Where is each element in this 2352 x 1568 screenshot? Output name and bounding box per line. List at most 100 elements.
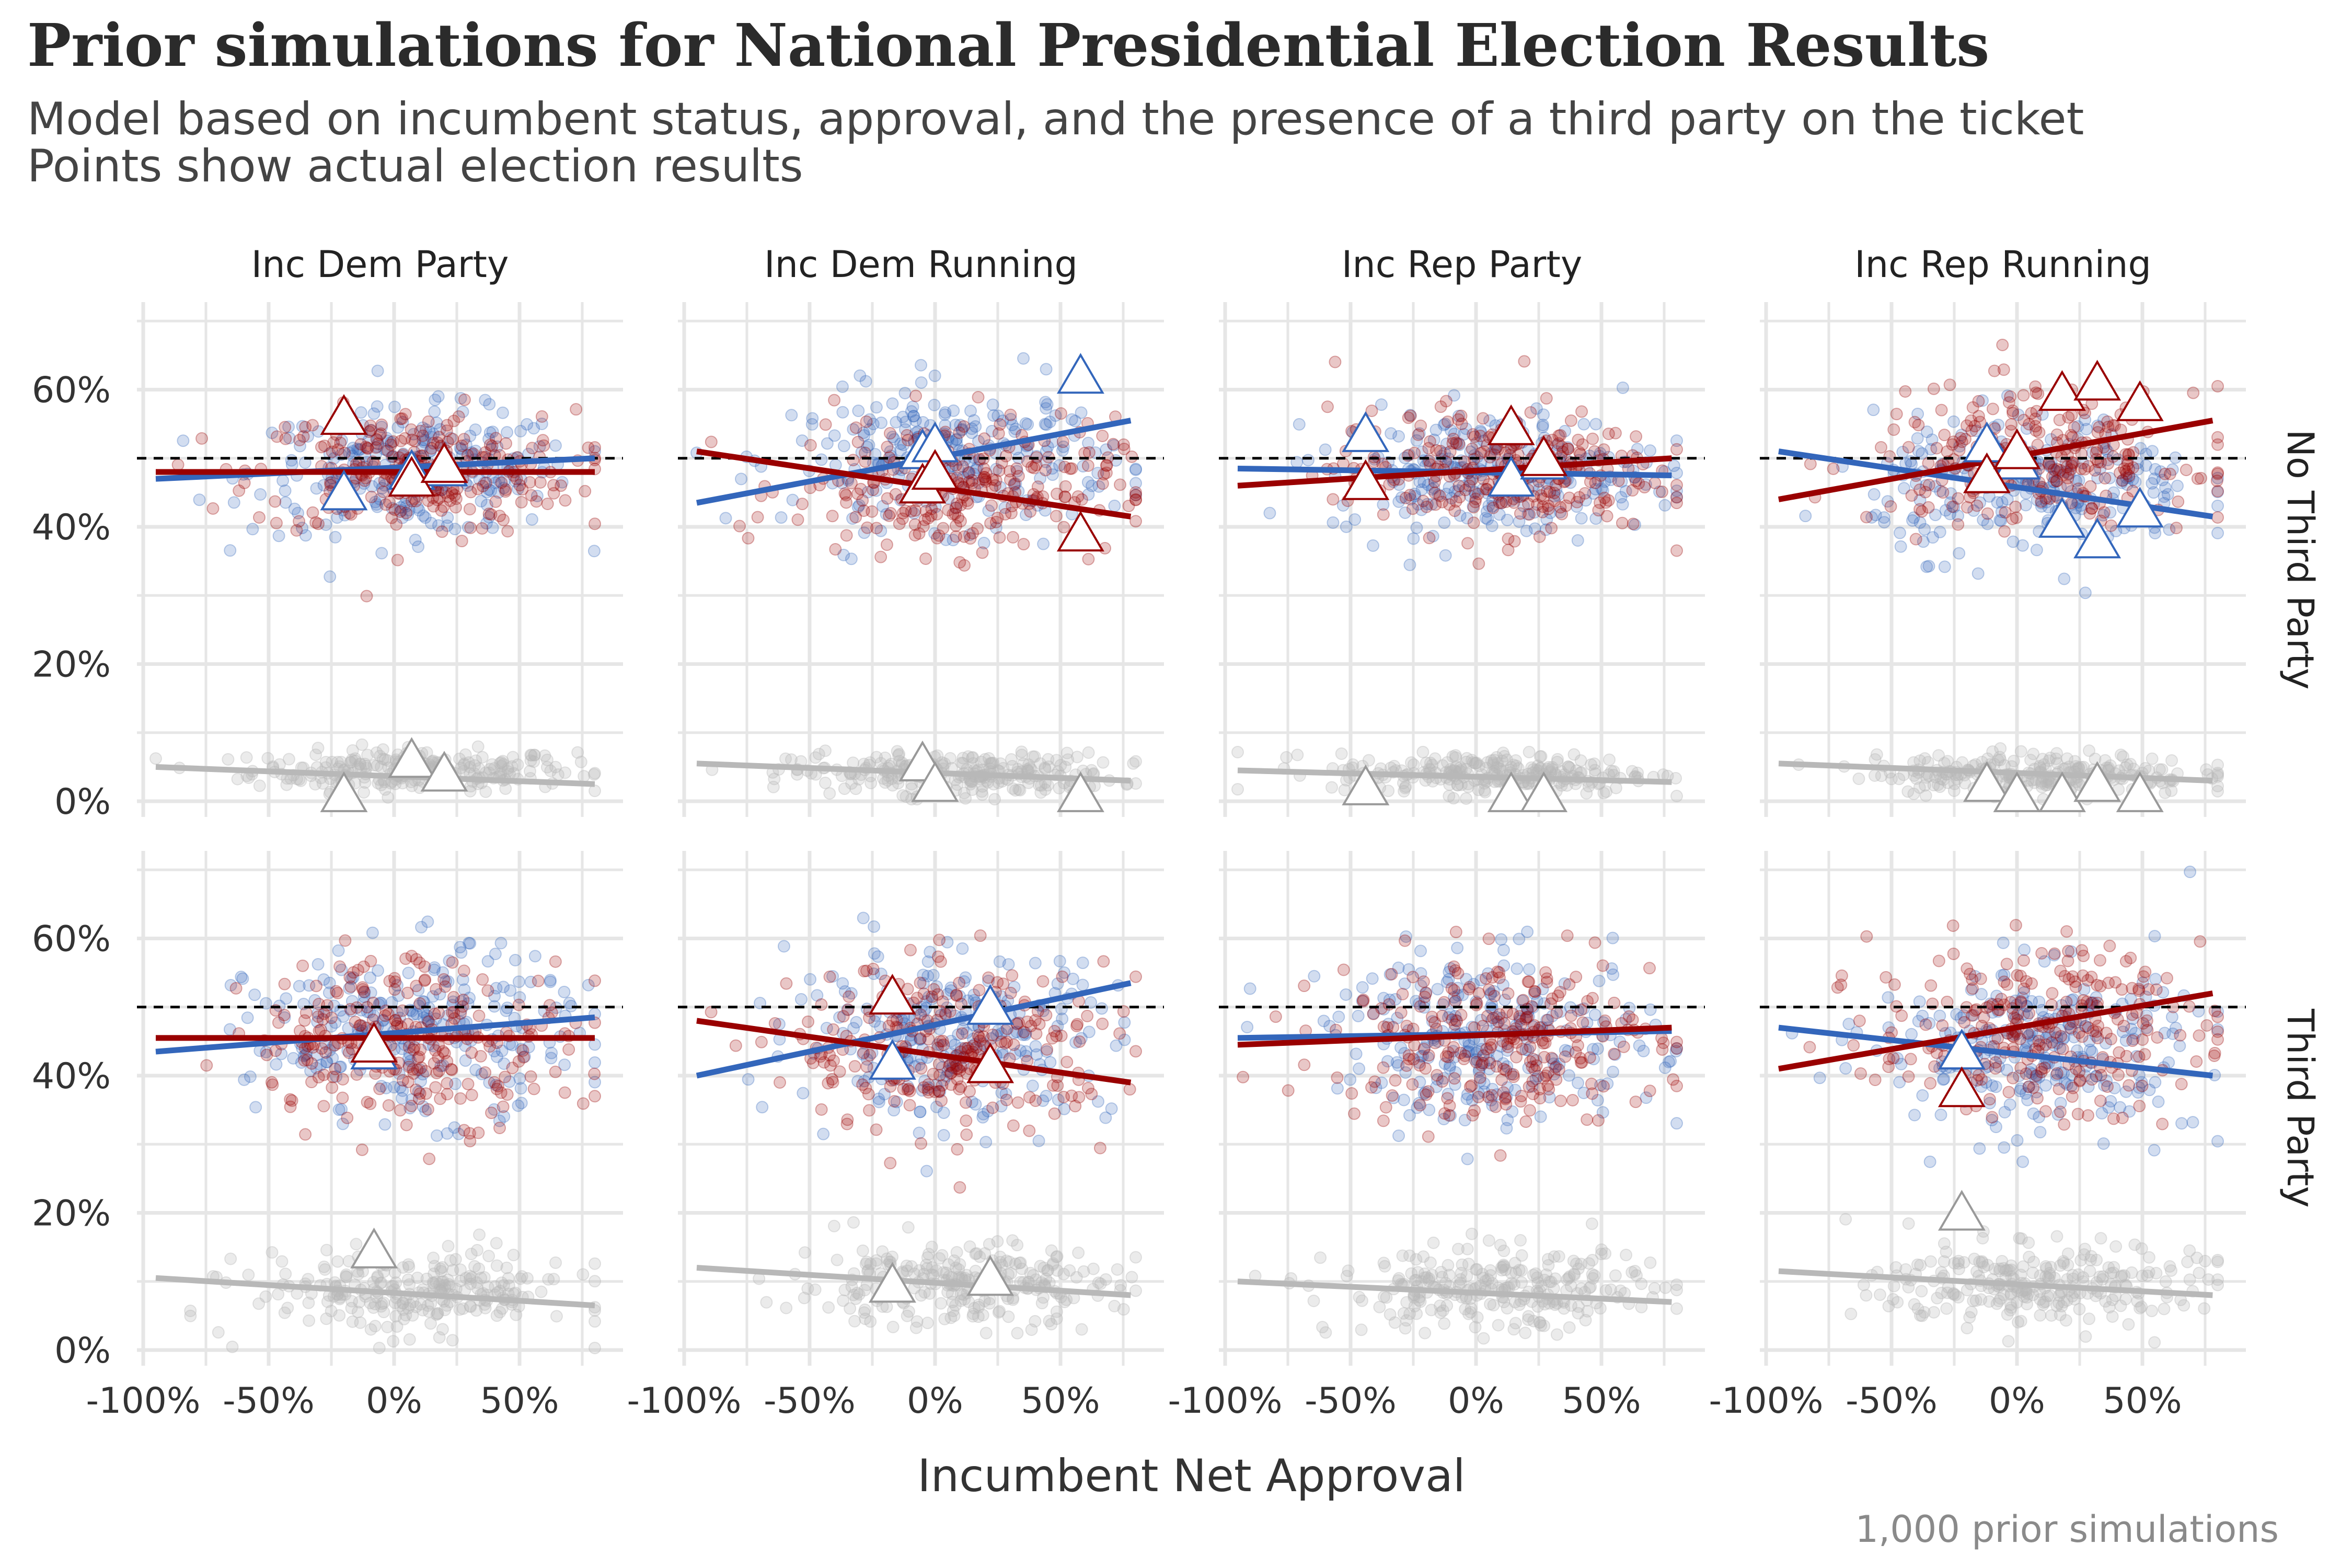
sim-point-dem — [376, 481, 389, 494]
sim-point-rep — [1468, 430, 1481, 443]
sim-point-third — [431, 1307, 444, 1320]
sim-point-dem — [1536, 419, 1549, 432]
sim-point-dem — [1571, 534, 1584, 547]
y-tick-label: 60% — [32, 919, 111, 960]
sim-point-third — [1670, 790, 1683, 803]
sim-point-third — [320, 1312, 333, 1325]
sim-point-third — [464, 1270, 477, 1283]
sim-point-dem — [272, 529, 285, 543]
sim-point-rep — [1048, 1107, 1061, 1120]
panel-no-third-party-inc-rep-party — [1219, 302, 1705, 817]
sim-point-rep — [331, 987, 344, 1000]
sim-point-rep — [863, 1104, 876, 1117]
sim-point-rep — [893, 517, 906, 531]
sim-point-third — [242, 1269, 255, 1282]
sim-point-dem — [373, 477, 386, 490]
sim-point-rep — [993, 464, 1006, 477]
chart-subtitle-line1: Model based on incumbent status, approva… — [27, 93, 2084, 145]
actual-result-rep — [2073, 360, 2122, 401]
sim-point-dem — [371, 500, 384, 513]
sim-point-third — [457, 758, 470, 771]
sim-point-dem — [270, 1058, 283, 1071]
sim-point-rep — [489, 432, 502, 445]
sim-point-rep — [409, 494, 422, 508]
sim-point-dem — [294, 440, 307, 453]
sim-point-third — [473, 1228, 486, 1241]
sim-point-rep — [2211, 485, 2224, 498]
sim-point-rep — [827, 1023, 840, 1036]
sim-point-rep — [897, 1082, 910, 1096]
sim-point-third — [280, 778, 293, 791]
sim-point-dem — [1095, 1002, 1108, 1015]
sim-point-rep — [958, 420, 971, 433]
sim-point-dem — [482, 511, 495, 524]
sim-point-rep — [2017, 413, 2031, 426]
sim-point-rep — [1827, 462, 1840, 475]
sim-point-third — [222, 753, 235, 766]
sim-point-third — [1498, 750, 1511, 763]
sim-point-dem — [331, 511, 344, 524]
facet-col-label: Inc Rep Running — [1854, 243, 2151, 286]
sim-point-third — [379, 783, 392, 796]
sim-point-third — [1346, 758, 1359, 771]
sim-point-rep — [1998, 525, 2011, 538]
sim-point-third — [281, 1301, 294, 1315]
sim-point-third — [212, 1326, 225, 1339]
sim-point-third — [2211, 779, 2224, 792]
sim-point-dem — [324, 570, 337, 583]
sim-point-dem — [1319, 443, 1332, 456]
sim-point-rep — [296, 959, 309, 972]
sim-point-dem — [868, 920, 881, 933]
sim-point-third — [574, 755, 587, 768]
sim-point-third — [1405, 756, 1418, 769]
sim-point-third — [2104, 759, 2117, 772]
sim-point-rep — [959, 1042, 972, 1055]
sim-point-rep — [577, 1097, 590, 1110]
sim-point-dem — [915, 376, 928, 389]
sim-point-rep — [458, 393, 471, 406]
sim-point-third — [1562, 760, 1575, 773]
sim-point-dem — [248, 988, 261, 1001]
sim-point-rep — [1007, 531, 1020, 544]
sim-point-dem — [1065, 413, 1078, 426]
sim-point-rep — [1030, 1027, 1043, 1040]
sim-point-third — [359, 757, 372, 770]
sim-point-third — [1070, 751, 1083, 764]
sim-point-dem — [531, 489, 544, 502]
sim-point-dem — [719, 512, 732, 525]
sim-point-rep — [419, 1087, 432, 1100]
sim-point-dem — [375, 421, 388, 434]
sim-point-third — [1072, 1246, 1085, 1259]
sim-point-rep — [1377, 508, 1390, 521]
sim-point-rep — [171, 458, 185, 471]
sim-point-rep — [309, 979, 322, 993]
sim-point-rep — [452, 410, 465, 423]
sim-point-third — [282, 753, 295, 766]
sim-point-rep — [2211, 379, 2224, 393]
sim-point-rep — [1552, 429, 1565, 442]
sim-point-third — [1482, 1234, 1495, 1247]
sim-point-rep — [1071, 1018, 1084, 1031]
sim-point-rep — [1417, 494, 1430, 508]
sim-point-third — [921, 1251, 934, 1264]
sim-point-third — [344, 756, 358, 769]
sim-point-dem — [2079, 586, 2092, 599]
sim-point-rep — [1927, 382, 1940, 395]
sim-point-rep — [1952, 518, 1965, 531]
sim-point-rep — [1057, 521, 1070, 534]
sim-point-rep — [1114, 478, 1127, 491]
sim-point-dem — [362, 434, 375, 447]
sim-point-rep — [1056, 435, 1069, 448]
sim-point-rep — [1329, 355, 1342, 368]
sim-point-third — [798, 1246, 811, 1259]
sim-point-dem — [1040, 418, 1053, 431]
sim-point-rep — [2099, 472, 2112, 485]
sim-point-dem — [370, 498, 383, 511]
sim-point-third — [1035, 1297, 1048, 1310]
sim-point-rep — [884, 1157, 897, 1170]
sim-point-third — [823, 787, 836, 800]
sim-point-third — [2155, 763, 2169, 776]
sim-point-rep — [463, 503, 476, 516]
sim-point-third — [1438, 1317, 1451, 1330]
sim-point-dem — [347, 442, 360, 455]
